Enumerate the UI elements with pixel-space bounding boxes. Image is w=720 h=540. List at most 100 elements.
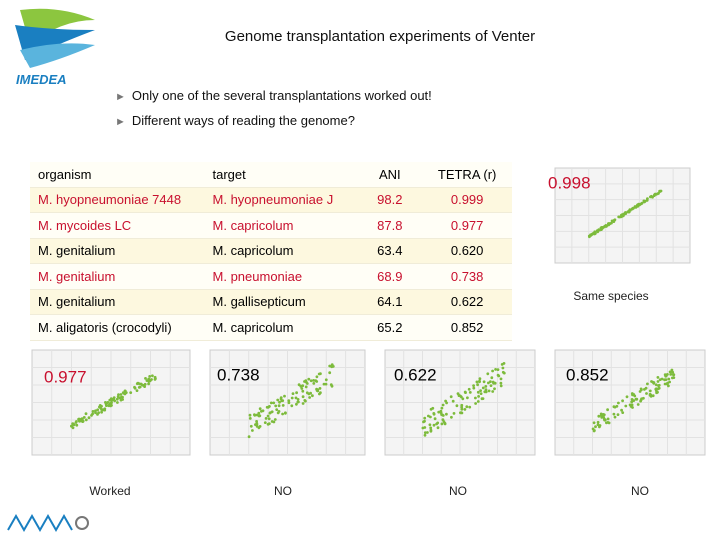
scatter-dot	[287, 399, 291, 403]
scatter-dot	[474, 402, 477, 405]
scatter-dot	[100, 408, 103, 411]
scatter-dot	[501, 366, 505, 370]
scatter-dot	[642, 396, 645, 400]
scatter-dot	[276, 398, 280, 402]
scatter-dot	[459, 411, 462, 415]
scatter-plot: 0.977 Worked	[31, 349, 191, 498]
scatter-dot	[422, 420, 425, 424]
scatter-dot	[275, 408, 279, 411]
table-cell: 68.9	[357, 263, 423, 290]
scatter-dot	[663, 382, 667, 386]
scatter-dot	[295, 402, 298, 406]
scatter-dot	[295, 391, 298, 395]
scatter-dot	[476, 390, 480, 394]
scatter-dot	[429, 429, 433, 433]
scatter-dot	[148, 379, 152, 383]
scatter-dot	[312, 379, 315, 382]
scatter-dot	[135, 389, 139, 392]
scatter-dot	[330, 365, 334, 369]
scatter-dot	[290, 404, 294, 408]
scatter-dot	[309, 391, 312, 395]
scatter-dot	[593, 230, 597, 234]
scatter-dot	[435, 422, 438, 426]
scatter-dot	[499, 377, 503, 381]
scatter-dot	[472, 386, 476, 390]
scatter-dot	[479, 392, 483, 395]
scatter-dot	[96, 408, 100, 412]
scatter-dot	[496, 373, 500, 377]
scatter-dot	[324, 378, 328, 382]
scatter-dot	[456, 392, 460, 395]
scatter-dot	[265, 405, 269, 409]
scatter-dot	[444, 399, 447, 403]
title: Genome transplantation experiments of Ve…	[224, 28, 536, 45]
scatter-dot	[491, 390, 495, 393]
scatter-dot	[610, 221, 613, 225]
scatter-plot: 0.622 NO	[384, 349, 536, 498]
scatter-dot	[667, 377, 671, 381]
scatter-dot	[143, 385, 147, 388]
scatter-dot	[651, 394, 655, 398]
scatter-dot	[75, 420, 78, 423]
table-cell: M. capricolum	[204, 212, 358, 239]
scatter-dot	[270, 410, 274, 414]
scatter-dot	[654, 383, 658, 387]
correlation-label: 0.998	[548, 173, 591, 192]
scatter-dot	[78, 419, 81, 423]
scatter-dot	[600, 416, 604, 419]
scatter-dot	[612, 218, 616, 222]
scatter-dot	[319, 391, 322, 395]
table-cell: M. hyopneumoniae J	[204, 187, 358, 213]
scatter-dot	[596, 423, 600, 427]
table-row: M. aligatoris (crocodyli) M. capricolum 65…	[30, 314, 512, 341]
column-header: target	[204, 162, 358, 188]
scatter-dot	[119, 393, 123, 396]
scatter-dot	[499, 384, 503, 388]
scatter-dot	[489, 384, 493, 387]
scatter-dot	[610, 219, 614, 223]
scatter-dot	[266, 414, 270, 418]
scatter-dot	[624, 404, 628, 408]
scatter-dot	[593, 429, 596, 432]
scatter-dot	[612, 405, 616, 409]
scatter-dot	[640, 388, 643, 392]
scatter-dot	[151, 374, 154, 378]
scatter-dot	[115, 397, 119, 401]
scatter-dot	[84, 418, 88, 422]
scatter-dot	[432, 412, 436, 415]
scatter-dot	[87, 416, 91, 420]
scatter-dot	[476, 383, 479, 387]
scatter-dot	[303, 399, 307, 402]
scatter-dot	[117, 393, 120, 397]
scatter-dot	[668, 380, 671, 384]
scatter-dot	[270, 420, 274, 423]
scatter-dot	[671, 370, 674, 374]
table-row: M. genitalium M. pneumoniae 68.9 0.738	[30, 263, 512, 290]
scatter-dot	[330, 384, 334, 388]
header-row: organism target ANI TETRA (r)	[30, 162, 512, 188]
scatter-dot	[314, 379, 318, 383]
scatter-dot	[491, 369, 494, 373]
scatter-dot	[274, 404, 278, 408]
scatter-dot	[436, 426, 440, 430]
scatter-dot	[596, 420, 600, 424]
scatter-dot	[315, 387, 318, 391]
scatter-dot	[617, 215, 621, 219]
scatter-dot	[263, 421, 267, 424]
scatter-dot	[287, 401, 291, 405]
scatter-dot	[477, 395, 480, 398]
scatter-dot	[459, 394, 462, 398]
scatter-dot	[494, 368, 497, 371]
scatter-dot	[628, 208, 632, 212]
scatter-dot	[154, 377, 157, 380]
scatter-plot: 0.738 NO	[209, 349, 366, 498]
scatter-dot	[103, 407, 107, 411]
table: organism target ANI TETRA (r) M. hyopneumoni…	[30, 162, 512, 341]
scatter-dot	[251, 429, 254, 432]
correlation-label: 0.738	[217, 365, 260, 384]
scatter-dot	[71, 426, 75, 430]
plot-caption: NO	[449, 484, 467, 498]
scatter-dot	[272, 401, 276, 405]
scatter-dot	[481, 386, 485, 390]
scatter-dot	[304, 379, 308, 383]
